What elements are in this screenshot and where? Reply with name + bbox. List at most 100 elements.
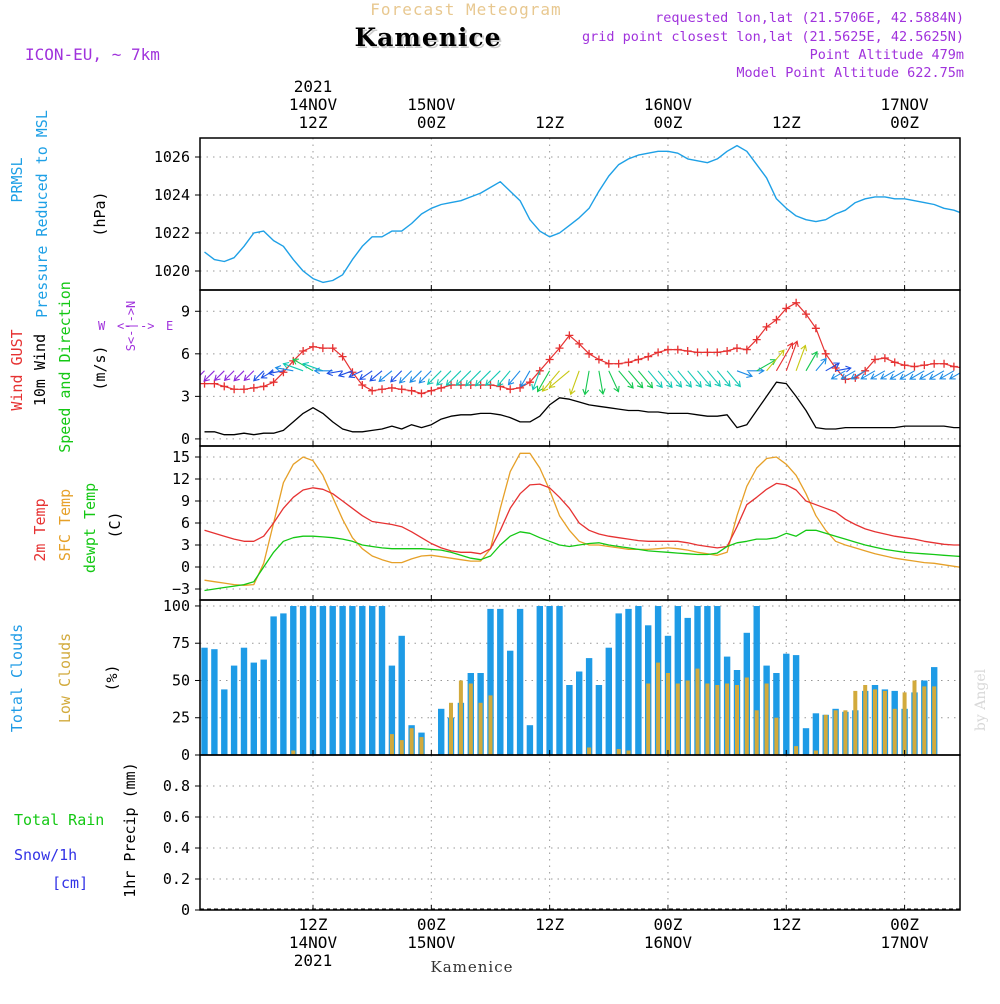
model-point-altitude: Model Point Altitude 622.75m	[736, 65, 964, 81]
cloud-ylabel-total: Total Clouds	[8, 624, 26, 732]
total-cloud-bar	[310, 606, 316, 755]
wind-arrow	[225, 371, 235, 381]
point-altitude: Point Altitude 479m	[810, 47, 964, 63]
gust-marker	[230, 385, 238, 393]
wind-arrow	[989, 371, 1000, 379]
y-tick-label: 9	[181, 302, 190, 320]
wind-arrow	[419, 371, 431, 383]
requested-coords: requested lon,lat (21.5706E, 42.5884N)	[655, 10, 964, 26]
bottom-time-label: 17NOV	[881, 933, 930, 952]
y-tick-label: 15	[172, 448, 190, 466]
precip-label-snow: Snow/1h	[14, 846, 77, 864]
meteogram-subtitle: Forecast Meteogram	[370, 0, 561, 19]
wind-arrow	[767, 350, 784, 371]
y-tick-label: 3	[181, 536, 190, 554]
gust-marker	[427, 387, 435, 395]
gust-marker	[605, 360, 613, 368]
compass-west-arrow: <-	[117, 319, 131, 333]
low-cloud-bar	[834, 710, 838, 755]
wind-arrow	[816, 359, 826, 371]
wind-arrow	[960, 371, 974, 379]
temp-ylabel-2m: 2m Temp	[31, 498, 49, 561]
total-cloud-bar	[616, 613, 622, 755]
gust-marker	[930, 360, 938, 368]
y-tick-label: 1024	[154, 186, 190, 204]
total-cloud-bar	[606, 648, 612, 755]
precip-label-rain: Total Rain	[14, 811, 104, 829]
gust-marker	[970, 365, 978, 373]
low-cloud-bar	[853, 691, 857, 755]
gust-marker	[615, 360, 623, 368]
total-cloud-bar	[231, 666, 237, 755]
station-title-front: Kamenice	[354, 23, 501, 52]
wind-arrow	[360, 371, 372, 380]
panel-frame	[200, 755, 960, 910]
grid-point-coords: grid point closest lon,lat (21.5625E, 42…	[582, 29, 964, 45]
wind-arrow	[234, 371, 244, 381]
gust-marker	[319, 344, 327, 352]
gust-marker	[664, 346, 672, 354]
y-tick-label: 50	[172, 671, 190, 689]
precip-label-cm: [cm]	[52, 874, 88, 892]
y-tick-label: 0	[181, 430, 190, 448]
gust-marker	[940, 360, 948, 368]
top-time-label: 12Z	[772, 113, 801, 132]
top-time-label: 12Z	[535, 113, 564, 132]
wind-arrow	[970, 371, 984, 379]
total-cloud-bar	[369, 606, 375, 755]
total-cloud-bar	[201, 648, 207, 755]
total-cloud-bar	[330, 606, 336, 755]
footer-station: Kamenice	[431, 958, 514, 976]
top-time-label: 00Z	[654, 113, 683, 132]
top-time-label: 00Z	[890, 113, 919, 132]
low-cloud-bar	[883, 691, 887, 755]
total-cloud-bar	[270, 616, 276, 755]
y-tick-label: 0.8	[163, 777, 190, 795]
low-cloud-bar	[617, 749, 621, 755]
wind-arrow	[980, 371, 994, 379]
bottom-time-label: 00Z	[417, 915, 446, 934]
total-cloud-bar	[339, 606, 345, 755]
y-tick-label: 100	[163, 597, 190, 615]
low-cloud-bar	[666, 673, 670, 755]
gust-marker	[960, 364, 968, 372]
low-cloud-bar	[400, 740, 404, 755]
gust-marker	[654, 348, 662, 356]
total-cloud-bar	[596, 685, 602, 755]
wind-ylabel-10m: 10m Wind	[31, 334, 49, 406]
gust-marker	[378, 385, 386, 393]
wind-arrow	[400, 371, 412, 383]
gust-marker	[733, 344, 741, 352]
total-cloud-bar	[803, 728, 809, 755]
wind-arrow	[379, 371, 392, 382]
temp-ylabel-dew: dewpt Temp	[81, 483, 99, 573]
total-cloud-bar	[813, 713, 819, 755]
wind-arrow	[521, 371, 530, 387]
gust-marker	[989, 368, 997, 376]
y-tick-label: 0	[181, 558, 190, 576]
total-cloud-bar	[379, 606, 385, 755]
gust-marker	[950, 363, 958, 371]
low-cloud-bar	[913, 681, 917, 756]
low-cloud-bar	[774, 718, 778, 755]
wind-arrow	[599, 371, 605, 394]
top-time-label: 2021	[294, 77, 333, 96]
y-tick-label: 1022	[154, 224, 190, 242]
y-tick-label: 12	[172, 470, 190, 488]
gust-marker	[417, 390, 425, 398]
total-cloud-bar	[527, 725, 533, 755]
gust-marker	[891, 358, 899, 366]
total-cloud-bar	[280, 613, 286, 755]
total-cloud-bar	[566, 685, 572, 755]
precip-unit: 1hr Precip (mm)	[121, 762, 139, 897]
gust-marker	[979, 367, 987, 375]
low-cloud-bar	[479, 703, 483, 755]
total-cloud-bar	[359, 606, 365, 755]
wind-ylabel-gust: Wind GUST	[8, 329, 26, 410]
gust-marker	[694, 348, 702, 356]
low-cloud-bar	[735, 685, 739, 755]
low-cloud-bar	[794, 746, 798, 755]
bottom-time-label: 00Z	[890, 915, 919, 934]
